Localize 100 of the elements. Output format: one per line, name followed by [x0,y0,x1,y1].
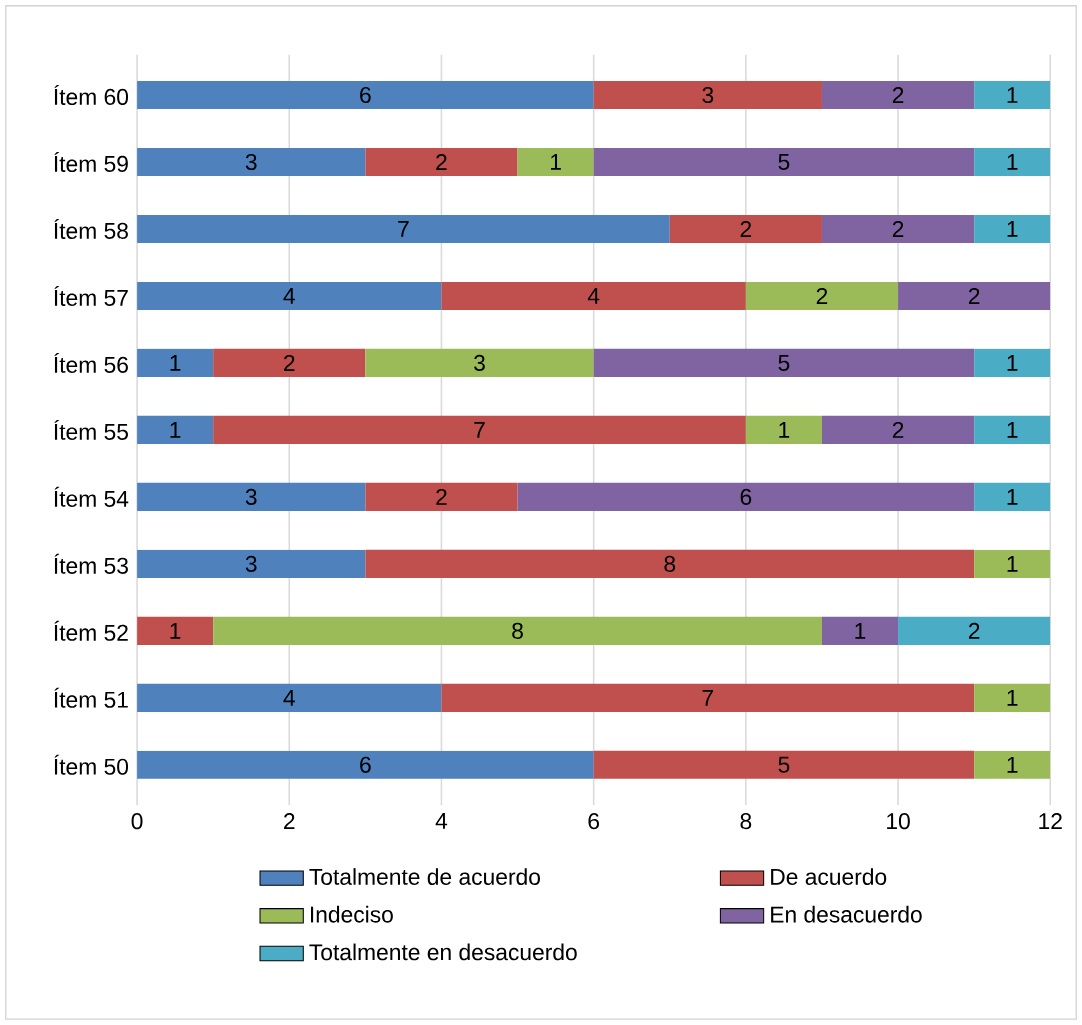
data-label: 2 [892,87,904,103]
data-label: 4 [283,288,295,304]
bar [441,281,746,311]
data-label: 1 [1007,689,1018,706]
bar [974,549,1051,578]
bar [974,80,1051,110]
data-label: 1 [1007,556,1018,572]
bar [593,80,822,110]
y-tick-label: Ítem 54 [54,486,129,507]
bar [974,147,1051,177]
data-label: 1 [779,422,790,438]
data-label: 1 [1007,221,1018,237]
y-tick-label: Ítem 56 [54,352,128,373]
data-label: 2 [892,220,904,237]
bar [517,482,975,511]
data-label: 5 [778,154,790,170]
bar [821,214,975,244]
data-label: 3 [245,488,257,505]
data-label: 1 [170,422,181,438]
data-label: 3 [702,86,714,104]
x-tick-label: 10 [887,813,910,830]
x-tick-label: 2 [284,813,295,830]
bar [441,683,975,712]
data-label: 6 [360,86,371,104]
data-label: 1 [1007,355,1018,371]
bar [974,683,1051,712]
data-label: 6 [740,488,752,505]
data-label: 2 [968,287,980,304]
data-label: 2 [892,421,904,438]
bar [745,415,822,444]
bar [974,348,1051,377]
bar [365,147,518,177]
data-label: 7 [398,221,409,237]
legend-label: De acuerdo [771,868,887,885]
bar [137,683,442,712]
bar [593,750,975,779]
bar [213,415,746,444]
data-label: 1 [1007,422,1018,438]
y-tick-label: Ítem 52 [54,620,128,641]
legend-label: Indeciso [310,905,393,923]
data-label: 1 [1007,756,1018,773]
bar [137,214,670,244]
bar [365,348,594,377]
data-label: 1 [170,622,181,639]
bar [974,750,1051,779]
bar [974,415,1051,444]
x-tick-label: 6 [588,813,599,830]
data-label: 4 [587,288,600,304]
data-label: 2 [816,287,828,304]
data-label: 3 [245,555,257,572]
bar [821,616,899,645]
bar [137,415,214,444]
legend-label: Totalmente en desacuerdo [309,943,577,961]
data-label: 4 [283,689,295,706]
y-tick-label: Ítem 59 [54,151,128,172]
x-tick-label: 8 [740,813,752,830]
data-label: 1 [1007,87,1018,103]
x-tick-label: 12 [1039,813,1062,830]
data-label: 5 [778,756,790,773]
y-tick-label: Ítem 53 [54,553,128,574]
x-tick-label: 0 [131,813,143,830]
bar [213,616,822,645]
data-label: 5 [778,354,790,371]
bar [593,147,975,177]
data-label: 1 [551,154,561,170]
y-tick-label: Ítem 60 [54,84,129,106]
data-label: 1 [1007,489,1018,505]
data-label: 7 [702,689,713,706]
bar [974,482,1051,511]
bar [365,549,975,578]
bar [137,549,366,578]
data-label: 2 [436,154,447,170]
y-tick-label: Ítem 51 [54,687,128,708]
data-label: 8 [512,622,523,639]
data-label: 8 [664,555,676,572]
bar [137,348,214,377]
bar [898,616,1051,645]
bar [898,281,1051,311]
data-label: 7 [474,422,485,438]
bar [137,147,366,177]
y-tick-label: Ítem 57 [54,285,128,306]
legend-label: Totalmente de acuerdo [309,868,540,885]
bar [365,482,518,511]
y-tick-label: Ítem 55 [54,419,128,440]
y-tick-label: Ítem 50 [54,754,129,775]
bar [137,80,594,110]
data-label: 1 [170,355,181,371]
data-label: 2 [436,488,447,505]
data-label: 6 [360,756,371,773]
x-tick-label: 4 [435,813,448,829]
bar [213,348,366,377]
data-label: 3 [245,153,257,171]
data-label: 3 [474,354,485,372]
bar [137,281,442,311]
y-tick-label: Ítem 58 [54,218,128,239]
bar [593,348,975,377]
bar [137,750,594,779]
bar [745,281,899,311]
data-label: 1 [1007,154,1018,170]
legend-label: En desacuerdo [771,905,922,923]
